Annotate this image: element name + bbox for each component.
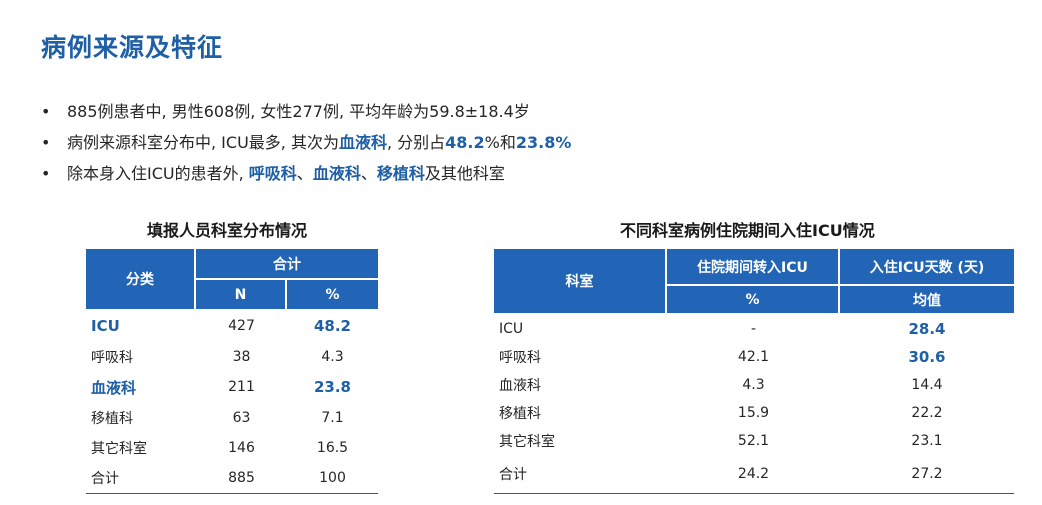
- cell-n: 427: [228, 318, 255, 335]
- cell-n: 885: [196, 464, 287, 494]
- row-label: ICU: [499, 321, 524, 337]
- highlight-text: 移植科: [376, 164, 425, 183]
- table-row: 呼吸科 38 4.3: [86, 342, 378, 373]
- bullet-dot: •: [41, 164, 51, 183]
- highlight-text: 血液科: [312, 164, 361, 183]
- cell-n: 38: [232, 348, 251, 365]
- table-row: 血液科 211 23.8: [86, 372, 378, 403]
- row-label: 合计: [494, 455, 667, 494]
- table-row: 血液科 4.3 14.4: [494, 371, 1014, 399]
- bullet-text: 、: [360, 164, 377, 183]
- cell-mean: 22.2: [911, 405, 943, 421]
- cell-pct: 42.1: [737, 349, 770, 365]
- cell-pct: 7.1: [321, 409, 344, 426]
- row-label: 合计: [86, 464, 196, 494]
- col-header-pct: %: [667, 286, 840, 315]
- table1-caption: 填报人员科室分布情况: [147, 221, 308, 240]
- cell-pct: 15.9: [737, 405, 770, 421]
- bullet-dot: •: [41, 133, 51, 152]
- cell-pct: 100: [287, 464, 378, 494]
- col-header-mean: 均值: [840, 286, 1014, 315]
- col-header-total: 合计: [196, 249, 378, 280]
- table-row: 其它科室 146 16.5: [86, 433, 378, 464]
- highlight-text: 血液科: [338, 133, 387, 152]
- department-distribution-table: 分类 合计 N % ICU 427 48.2 呼吸科 38 4.3 血液科 211 23.8 移植…: [86, 249, 378, 494]
- cell-mean: 28.4: [908, 320, 946, 338]
- cell-pct: 4.3: [742, 377, 765, 393]
- bullet-text: %和: [484, 133, 516, 152]
- table-row: ICU - 28.4: [494, 315, 1014, 343]
- cell-pct: 23.8: [313, 378, 351, 397]
- table-row: 移植科 63 7.1: [86, 403, 378, 434]
- cell-mean: 27.2: [840, 455, 1014, 494]
- bullet-text: 病例来源科室分布中, ICU最多, 其次为: [67, 133, 339, 152]
- row-label: 其它科室: [499, 434, 555, 450]
- cell-mean: 14.4: [911, 377, 943, 393]
- row-label: 血液科: [91, 378, 137, 397]
- page-title: 病例来源及特征: [41, 33, 224, 62]
- col-header-n: N: [196, 280, 287, 311]
- bullet-text: 、: [296, 164, 313, 183]
- bullet-item: • 病例来源科室分布中, ICU最多, 其次为血液科, 分别占48.2%和23.8…: [41, 127, 571, 158]
- bullet-text: 885例患者中, 男性608例, 女性277例, 平均年龄为59.8±18.4岁: [67, 102, 530, 121]
- col-header-dept: 科室: [494, 249, 667, 315]
- cell-pct: -: [750, 321, 757, 337]
- bullet-text: 除本身入住ICU的患者外,: [67, 164, 249, 183]
- bullet-item: • 除本身入住ICU的患者外, 呼吸科、血液科、移植科及其他科室: [41, 158, 571, 189]
- table2-caption: 不同科室病例住院期间入住ICU情况: [620, 221, 875, 240]
- row-label: 移植科: [499, 406, 541, 422]
- table-row: 其它科室 52.1 23.1: [494, 427, 1014, 455]
- row-label: 呼吸科: [499, 350, 541, 366]
- row-label: 血液科: [499, 378, 541, 394]
- row-label: 呼吸科: [91, 349, 133, 366]
- col-header-category: 分类: [86, 249, 196, 311]
- row-label: 其它科室: [91, 441, 147, 458]
- bullet-list: • 885例患者中, 男性608例, 女性277例, 平均年龄为59.8±18.4…: [41, 96, 571, 189]
- table-row: ICU 427 48.2: [86, 311, 378, 342]
- bullet-item: • 885例患者中, 男性608例, 女性277例, 平均年龄为59.8±18.4…: [41, 96, 571, 127]
- cell-pct: 24.2: [667, 455, 840, 494]
- highlight-text: 呼吸科: [248, 164, 297, 183]
- col-header-pct: %: [287, 280, 378, 311]
- row-label: 移植科: [91, 410, 133, 427]
- cell-n: 63: [232, 409, 251, 426]
- table-row: 合计 885 100: [86, 464, 378, 494]
- highlight-text: 48.2: [445, 133, 485, 152]
- cell-pct: 48.2: [313, 317, 351, 336]
- table-row: 呼吸科 42.1 30.6: [494, 343, 1014, 371]
- icu-admission-table: 科室 住院期间转入ICU 入住ICU天数 (天) % 均值 ICU - 28.4 呼吸…: [494, 249, 1014, 494]
- cell-n: 211: [228, 379, 255, 396]
- bullet-text: , 分别占: [386, 133, 446, 152]
- cell-mean: 30.6: [908, 348, 946, 366]
- col-header-transfer: 住院期间转入ICU: [667, 249, 840, 286]
- cell-n: 146: [228, 440, 255, 457]
- cell-pct: 52.1: [737, 433, 770, 449]
- col-header-days: 入住ICU天数 (天): [840, 249, 1014, 286]
- bullet-text: 及其他科室: [424, 164, 505, 183]
- bullet-dot: •: [41, 102, 51, 121]
- highlight-text: 23.8%: [515, 133, 572, 152]
- table-row: 移植科 15.9 22.2: [494, 399, 1014, 427]
- table-row: 合计 24.2 27.2: [494, 455, 1014, 494]
- cell-pct: 16.5: [316, 440, 349, 457]
- row-label: ICU: [91, 317, 120, 336]
- cell-mean: 23.1: [911, 433, 943, 449]
- cell-pct: 4.3: [321, 348, 344, 365]
